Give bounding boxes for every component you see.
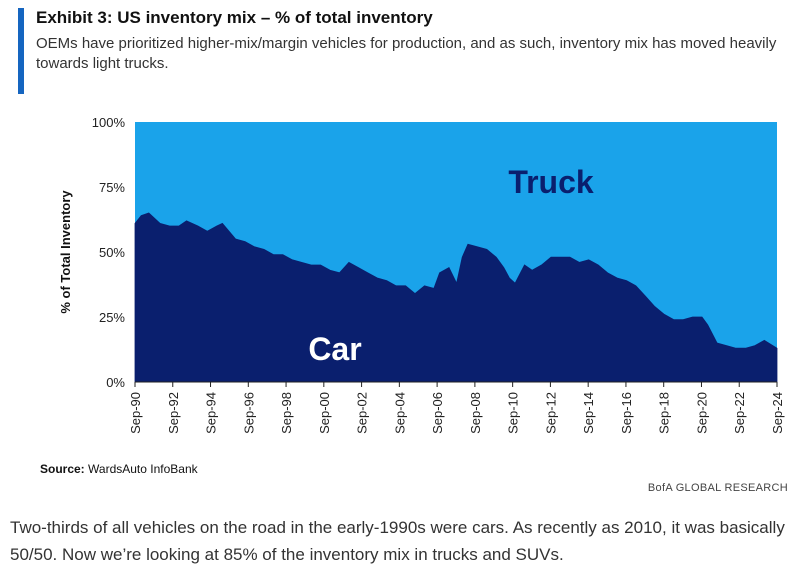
x-tick-label: Sep-04 [392, 392, 407, 434]
x-tick-label: Sep-08 [468, 392, 483, 434]
chart-subtitle: OEMs have prioritized higher-mix/margin … [36, 35, 777, 72]
car-annotation: Car [308, 331, 361, 367]
truck-annotation: Truck [508, 164, 594, 200]
y-tick-label: 75% [99, 180, 125, 195]
x-tick-label: Sep-90 [128, 392, 143, 434]
x-tick-label: Sep-18 [657, 392, 672, 434]
x-tick-label: Sep-22 [732, 392, 747, 434]
y-tick-label: 25% [99, 310, 125, 325]
x-tick-label: Sep-96 [241, 392, 256, 434]
x-tick-label: Sep-98 [279, 392, 294, 434]
x-tick-label: Sep-14 [581, 392, 596, 434]
x-tick-label: Sep-24 [770, 392, 785, 434]
x-tick-label: Sep-94 [204, 392, 219, 434]
y-tick-label: 100% [92, 115, 126, 130]
source-label: Source: [40, 462, 85, 476]
x-tick-label: Sep-92 [166, 392, 181, 434]
chart-area: 0% 25% 50% 75% 100% % of Total Inventory Sep-9… [58, 115, 785, 434]
x-tick-label: Sep-06 [430, 392, 445, 434]
chart-title: Exhibit 3: US inventory mix – % of total… [36, 8, 433, 27]
car-area [134, 212, 778, 383]
x-tick-label: Sep-00 [317, 392, 332, 434]
x-tick-label: Sep-10 [506, 392, 521, 434]
x-tick-label: Sep-20 [694, 392, 709, 434]
x-tick-label: Sep-12 [543, 392, 558, 434]
source-text: WardsAuto InfoBank [84, 462, 198, 476]
source-note: Source: WardsAuto InfoBank [40, 462, 198, 476]
y-axis-title: % of Total Inventory [58, 190, 73, 314]
brand-footer: BofA GLOBAL RESEARCH [647, 482, 788, 494]
accent-bar [18, 8, 24, 94]
y-tick-label: 0% [106, 375, 125, 390]
x-tick-label: Sep-02 [355, 392, 370, 434]
x-tick-label: Sep-16 [619, 392, 634, 434]
y-tick-label: 50% [99, 245, 125, 260]
body-paragraph: Two-thirds of all vehicles on the road i… [10, 518, 785, 564]
